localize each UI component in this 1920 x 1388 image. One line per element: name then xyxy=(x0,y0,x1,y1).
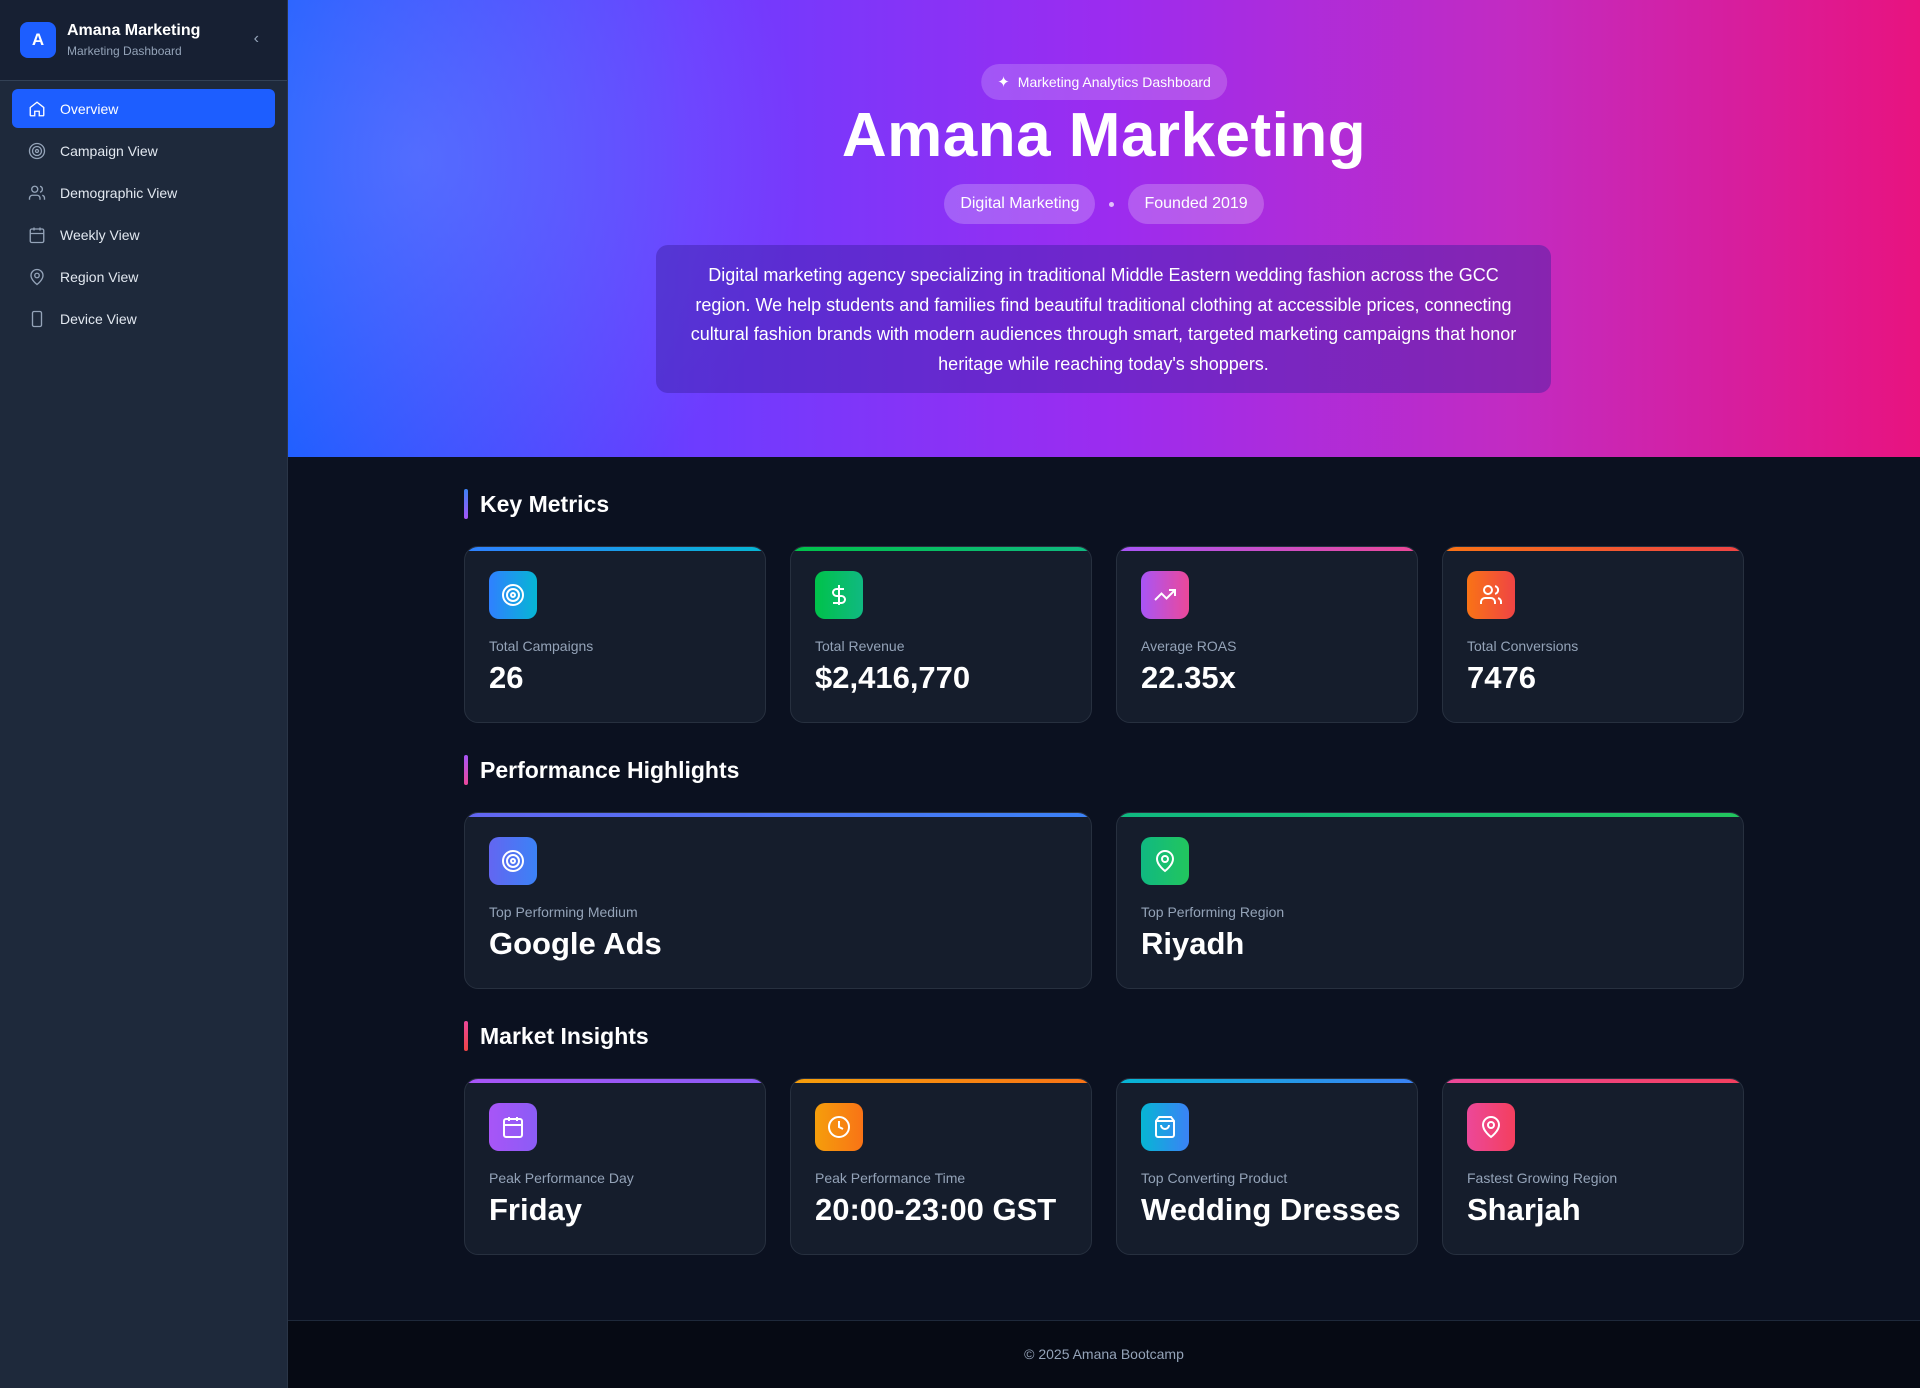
hero-badge: ✦ Marketing Analytics Dashboard xyxy=(981,64,1227,100)
insight-value: Sharjah xyxy=(1467,1192,1581,1227)
metric-card-total-conversions: Total Conversions 7476 xyxy=(1442,546,1744,723)
sidebar-item-label: Weekly View xyxy=(60,226,140,243)
insight-value: 20:00-23:00 GST xyxy=(815,1192,1057,1227)
market-insights-title: Market Insights xyxy=(464,1021,649,1051)
collapse-sidebar-button[interactable]: ‹ xyxy=(253,30,259,47)
insight-label: Peak Performance Day xyxy=(489,1170,634,1186)
sidebar-item-label: Device View xyxy=(60,310,137,327)
insight-value: Friday xyxy=(489,1192,583,1227)
highlight-value: Google Ads xyxy=(489,926,662,961)
users-icon xyxy=(1467,571,1515,619)
metric-label: Average ROAS xyxy=(1141,638,1237,654)
sidebar-item-demographic-view[interactable]: Demographic View xyxy=(12,173,275,212)
insight-card-peak-day: Peak Performance Day Friday xyxy=(464,1078,766,1255)
insight-label: Peak Performance Time xyxy=(815,1170,966,1186)
calendar-icon xyxy=(489,1103,537,1151)
brand-subtitle: Marketing Dashboard xyxy=(67,44,182,58)
hero-badge-label: Marketing Analytics Dashboard xyxy=(1017,74,1211,90)
separator-dot xyxy=(1109,201,1115,207)
dollar-icon xyxy=(815,571,863,619)
metric-label: Total Campaigns xyxy=(489,638,594,654)
highlight-label: Top Performing Region xyxy=(1141,904,1285,920)
sidebar: A Amana Marketing Marketing Dashboard ‹ … xyxy=(0,0,288,1388)
founded-pill: Founded 2019 xyxy=(1128,184,1264,224)
sidebar-item-label: Overview xyxy=(60,100,119,117)
category-pill: Digital Marketing xyxy=(944,184,1096,224)
target-icon xyxy=(28,142,46,159)
sidebar-item-label: Campaign View xyxy=(60,142,158,159)
insight-card-peak-time: Peak Performance Time 20:00-23:00 GST xyxy=(790,1078,1092,1255)
smartphone-icon xyxy=(31,310,43,327)
calendar-icon xyxy=(29,227,45,243)
users-icon xyxy=(28,185,46,200)
map-pin-icon xyxy=(30,268,44,285)
shopping-bag-icon xyxy=(1141,1103,1189,1151)
insight-label: Top Converting Product xyxy=(1141,1170,1288,1186)
target-icon xyxy=(489,571,537,619)
metric-label: Total Conversions xyxy=(1467,638,1579,654)
insight-card-fastest-region: Fastest Growing Region Sharjah xyxy=(1442,1078,1744,1255)
highlight-label: Top Performing Medium xyxy=(489,904,638,920)
metric-value: 26 xyxy=(489,660,524,695)
metric-value: $2,416,770 xyxy=(815,660,971,695)
clock-icon xyxy=(815,1103,863,1151)
insight-label: Fastest Growing Region xyxy=(1467,1170,1618,1186)
metric-card-total-revenue: Total Revenue $2,416,770 xyxy=(790,546,1092,723)
main-content: ✦ Marketing Analytics Dashboard Amana Mar… xyxy=(288,0,1920,1388)
trending-up-icon xyxy=(1141,571,1189,619)
metric-card-average-roas: Average ROAS 22.35x xyxy=(1116,546,1418,723)
footer: © 2025 Amana Bootcamp xyxy=(288,1320,1920,1388)
home-icon xyxy=(29,100,45,116)
insight-card-top-product: Top Converting Product Wedding Dresses xyxy=(1116,1078,1418,1255)
metric-value: 22.35x xyxy=(1141,660,1236,695)
sidebar-item-label: Region View xyxy=(60,268,139,285)
insight-value: Wedding Dresses xyxy=(1141,1192,1401,1227)
company-description: Digital marketing agency specializing in… xyxy=(656,245,1551,393)
map-pin-icon xyxy=(1141,837,1189,885)
metric-label: Total Revenue xyxy=(815,638,905,654)
sidebar-item-device-view[interactable]: Device View xyxy=(12,299,275,338)
metric-card-total-campaigns: Total Campaigns 26 xyxy=(464,546,766,723)
sidebar-item-label: Demographic View xyxy=(60,184,178,201)
brand-title: Amana Marketing xyxy=(67,22,201,39)
key-metrics-title: Key Metrics xyxy=(464,489,609,519)
sidebar-item-region-view[interactable]: Region View xyxy=(12,257,275,296)
page-title: Amana Marketing xyxy=(841,101,1367,170)
sparkles-icon: ✦ xyxy=(997,74,1010,91)
logo: A xyxy=(20,22,56,58)
sidebar-item-weekly-view[interactable]: Weekly View xyxy=(12,215,275,254)
sidebar-header: A Amana Marketing Marketing Dashboard ‹ xyxy=(0,0,287,81)
performance-highlights-title: Performance Highlights xyxy=(464,755,739,785)
map-pin-icon xyxy=(1467,1103,1515,1151)
highlight-card-top-medium: Top Performing Medium Google Ads xyxy=(464,812,1092,989)
target-icon xyxy=(489,837,537,885)
footer-copyright: © 2025 Amana Bootcamp xyxy=(1024,1346,1184,1362)
hero-banner: ✦ Marketing Analytics Dashboard Amana Mar… xyxy=(288,0,1920,457)
sidebar-item-overview[interactable]: Overview xyxy=(12,89,275,128)
highlight-card-top-region: Top Performing Region Riyadh xyxy=(1116,812,1744,989)
sidebar-item-campaign-view[interactable]: Campaign View xyxy=(12,131,275,170)
highlight-value: Riyadh xyxy=(1141,926,1245,961)
metric-value: 7476 xyxy=(1467,660,1536,695)
